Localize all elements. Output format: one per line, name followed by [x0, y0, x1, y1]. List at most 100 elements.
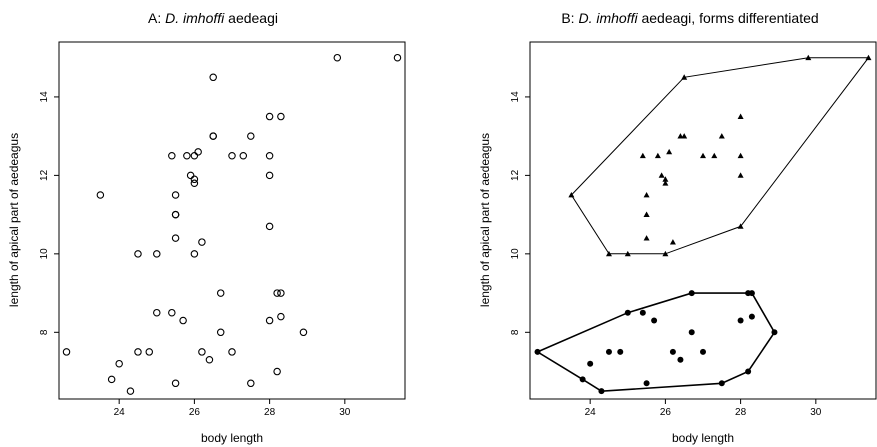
panel-a-data-point: [134, 250, 142, 258]
panel-b-data-point-circle: [605, 348, 612, 355]
panel-a-data-point: [209, 132, 217, 140]
panel-b-data-point-triangle: [805, 54, 812, 61]
panel-a-data-point: [228, 152, 236, 160]
panel-b-data-point-circle: [737, 317, 744, 324]
panel-a-data-point: [145, 348, 154, 356]
panel-b-y-tick-label: 8: [510, 329, 521, 335]
panel-b-triangle-group-hull: [570, 57, 870, 255]
panel-a-data-point: [228, 348, 236, 356]
panel-b-data-point-triangle: [662, 180, 669, 186]
panel-a-data-point: [190, 175, 199, 184]
panel-a-data-point: [265, 152, 274, 160]
panel-b-data-point-triangle: [662, 250, 669, 257]
panel-a-data-point: [265, 112, 274, 121]
panel-b-data-point-triangle: [700, 152, 706, 159]
panel-b-data-point-circle: [624, 309, 631, 316]
panel-a-data-point: [239, 152, 248, 160]
panel-b-x-tick-label: 30: [810, 407, 822, 418]
panel-a-data-point: [190, 250, 199, 258]
panel-a-data-point: [153, 250, 161, 258]
panel-b-data-point-circle: [700, 348, 706, 355]
panel-b-data-point-circle: [643, 380, 650, 387]
panel-a-data-point: [179, 316, 187, 325]
panel-a-plot-frame: [58, 41, 406, 400]
panel-a-data-point: [198, 348, 206, 356]
panel-b-data-point-triangle: [737, 152, 744, 159]
panel-b-data-point-triangle: [568, 192, 575, 198]
panel-a: A: D. imhoffi aedeagi 24 26 28 30 8 10 12 14 bo…: [7, 10, 406, 445]
panel-b-data-point-triangle: [624, 250, 631, 257]
panel-b-data-point-triangle: [605, 250, 612, 257]
panel-b-points: [534, 54, 872, 395]
panel-b-data-point-triangle: [865, 54, 872, 61]
panel-b-data-point-triangle: [658, 172, 665, 178]
panel-a-data-point: [171, 191, 180, 199]
panel-a-data-point: [62, 348, 71, 356]
panel-b-data-point-triangle: [737, 113, 744, 119]
panel-a-data-point: [247, 379, 255, 388]
panel-a-data-point: [216, 289, 225, 297]
panel-b-data-point-circle: [677, 356, 684, 363]
panel-b: B: D. imhoffi aedeagi, forms differentia…: [478, 10, 877, 445]
panel-b-data-point-circle: [639, 309, 646, 316]
panel-b-data-point-circle: [587, 360, 594, 367]
panel-a-data-point: [205, 356, 214, 364]
panel-b-data-point-triangle: [643, 211, 650, 218]
panel-b-data-point-triangle: [737, 172, 744, 178]
panel-a-x-tick-label: 28: [264, 407, 276, 418]
panel-a-points: [62, 53, 402, 395]
panel-b-data-point-circle: [718, 380, 725, 387]
panel-a-data-point: [107, 375, 116, 384]
panel-a-data-point: [198, 238, 206, 246]
panel-b-plot-frame: [529, 41, 877, 400]
panel-a-x-tick-label: 30: [339, 407, 351, 418]
panel-a-x-tick-label: 24: [114, 407, 126, 418]
panel-a-data-point: [183, 152, 191, 160]
panel-a-data-point: [247, 132, 255, 140]
panel-b-data-point-triangle: [666, 148, 673, 155]
panel-b-data-point-circle: [745, 368, 752, 375]
panel-b-hulls: [535, 57, 870, 393]
panel-b-data-point-triangle: [718, 133, 725, 139]
panel-b-x-tick-label: 24: [585, 407, 597, 418]
panel-a-data-point: [134, 348, 142, 356]
panel-b-data-point-circle: [534, 348, 541, 355]
panel-a-data-point: [96, 191, 105, 199]
panel-b-data-point-triangle: [669, 239, 676, 245]
panel-a-data-point: [265, 171, 274, 180]
panel-a-data-point: [190, 179, 199, 187]
panel-a-y-tick-label: 8: [39, 329, 50, 335]
panel-b-circle-group-hull: [535, 292, 776, 393]
panel-a-data-point: [299, 328, 308, 337]
panel-a-data-point: [171, 210, 180, 219]
panel-b-data-point-triangle: [639, 152, 646, 159]
panel-a-y-tick-label: 12: [39, 169, 50, 181]
panel-a-data-point: [333, 53, 342, 62]
panel-b-data-point-circle: [617, 348, 624, 355]
panel-b-data-point-triangle: [654, 152, 661, 159]
panel-a-data-point: [277, 312, 285, 321]
panel-b-data-point-circle: [598, 388, 605, 395]
panel-b-data-point-circle: [688, 290, 695, 297]
panel-a-data-point: [265, 316, 274, 325]
panel-a-x-axis-label: body length: [201, 431, 263, 445]
panel-a-data-point: [273, 289, 281, 297]
panel-a-data-point: [265, 222, 274, 231]
panel-b-data-point-triangle: [677, 133, 684, 139]
panel-a-data-point: [171, 234, 180, 242]
panel-a-data-point: [171, 379, 180, 388]
panel-a-data-point: [209, 73, 217, 82]
panel-b-data-point-circle: [688, 329, 695, 336]
panel-b-data-point-circle: [771, 329, 778, 336]
panel-b-data-point-triangle: [643, 192, 650, 198]
panel-a-data-point: [190, 152, 199, 160]
panel-b-x-tick-label: 26: [660, 407, 672, 418]
panel-a-title: A: D. imhoffi aedeagi: [148, 10, 278, 26]
panel-b-data-point-circle: [748, 313, 755, 320]
panel-b-y-axis-label: length of apical part of aedeagus: [478, 133, 492, 307]
panel-a-x-tick-label: 26: [189, 407, 201, 418]
panel-b-data-point-triangle: [662, 176, 669, 182]
panel-b-y-tick-label: 10: [510, 248, 521, 260]
panel-a-data-point: [194, 148, 202, 156]
